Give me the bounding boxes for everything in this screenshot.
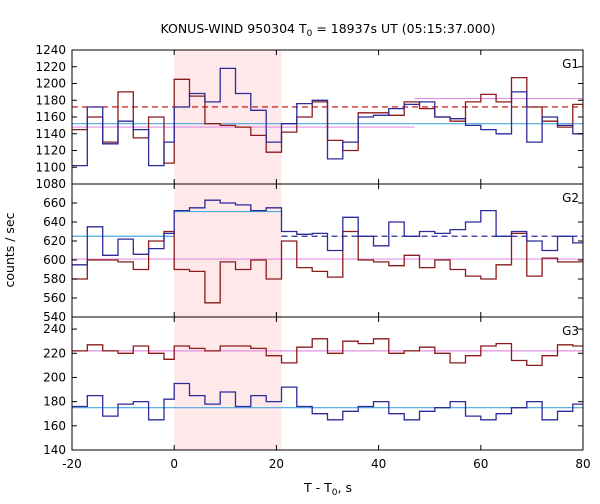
y-tick-label: 140 xyxy=(43,443,66,457)
y-tick-label: 1080 xyxy=(35,177,66,191)
y-tick-label: 160 xyxy=(43,419,66,433)
y-tick-label: 1160 xyxy=(35,110,66,124)
panels-group: 1080 1100 1120 1140 1160 1180 1200 1220 1240 G1 54… xyxy=(35,43,590,471)
series-line-g2-1 xyxy=(72,199,583,266)
y-tick-label: 1140 xyxy=(35,127,66,141)
y-tick-label: 540 xyxy=(43,310,66,324)
panel-frame xyxy=(71,316,584,451)
highlight-band xyxy=(174,50,282,450)
y-tick-label: 1100 xyxy=(35,160,66,174)
y-tick-label: 180 xyxy=(43,395,66,409)
x-axis-label: T - T0, s xyxy=(303,480,352,498)
x-tick-labels: -20 0 20 40 60 80 xyxy=(62,457,590,471)
panel-label: G2 xyxy=(562,191,579,205)
y-tick-label: 240 xyxy=(43,322,66,336)
y-tick-label: 1200 xyxy=(35,77,66,91)
chart-title: KONUS-WIND 950304 T0 = 18937s UT (05:15:… xyxy=(160,21,495,39)
x-tick-label: 20 xyxy=(269,457,284,471)
y-axis-label: counts / sec xyxy=(2,212,17,287)
y-tick-label: 1220 xyxy=(35,60,66,74)
y-tick-label: 1120 xyxy=(35,144,66,158)
y-tick-label: 660 xyxy=(43,196,66,210)
y-tick-label: 600 xyxy=(43,253,66,267)
y-tick-label: 1180 xyxy=(35,93,66,107)
x-tick-label: 40 xyxy=(371,457,386,471)
x-tick-label: -20 xyxy=(62,457,82,471)
panel-g2: 540 560 580 600 620 640 660 G2 xyxy=(43,183,584,324)
y-tick-label: 1240 xyxy=(35,43,66,57)
y-tick-label: 620 xyxy=(43,234,66,248)
panel-label: G1 xyxy=(562,57,579,71)
y-tick-label: 580 xyxy=(43,272,66,286)
y-tick-label: 220 xyxy=(43,346,66,360)
x-tick-label: 60 xyxy=(473,457,488,471)
y-tick-label: 200 xyxy=(43,370,66,384)
panel-label: G3 xyxy=(562,324,579,338)
series-line-g1-1 xyxy=(72,67,583,167)
y-tick-label: 640 xyxy=(43,215,66,229)
panel-g3: 140 160 180 200 220 240 G3 xyxy=(43,316,584,457)
panel-g1: 1080 1100 1120 1140 1160 1180 1200 1220 1240 G1 xyxy=(35,43,584,191)
series-line-g3-0 xyxy=(72,338,583,367)
y-tick-label: 560 xyxy=(43,291,66,305)
x-tick-label: 80 xyxy=(575,457,590,471)
x-tick-label: 0 xyxy=(170,457,178,471)
series-line-g3-1 xyxy=(72,382,583,421)
